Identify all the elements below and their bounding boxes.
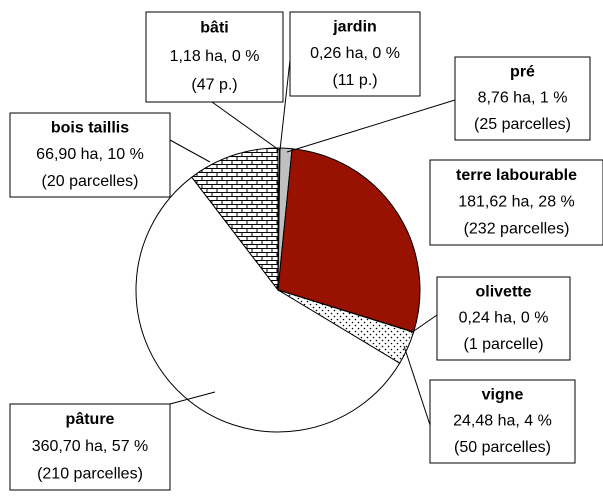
label-box <box>9 112 171 198</box>
value-label: 24,48 ha, 4 % <box>453 413 552 430</box>
leader-line <box>403 345 431 426</box>
leader-line <box>286 99 456 153</box>
category-label: bâti <box>200 20 228 37</box>
parcel-label: (20 parcelles) <box>42 173 139 190</box>
parcel-label: (232 parcelles) <box>464 221 570 238</box>
category-label: vigne <box>482 386 524 403</box>
parcel-label: (47 p.) <box>191 77 237 94</box>
parcel-label: (11 p.) <box>332 72 377 89</box>
leader-line <box>211 101 280 151</box>
label-box <box>436 276 571 361</box>
parcel-label: (1 parcelle) <box>463 336 543 353</box>
label-box <box>145 11 284 103</box>
value-label: 66,90 ha, 10 % <box>36 146 144 163</box>
label-box <box>9 403 171 491</box>
category-label: olivette <box>475 283 531 300</box>
label-box <box>454 56 591 141</box>
pie-slice <box>277 148 421 333</box>
leader-line <box>169 139 211 163</box>
pie-slice <box>135 176 401 433</box>
parcel-label: (25 parcelles) <box>474 116 571 133</box>
value-label: 181,62 ha, 28 % <box>458 194 575 211</box>
value-label: 360,70 ha, 57 % <box>32 438 149 455</box>
parcel-label: (50 parcelles) <box>454 439 551 456</box>
value-label: 0,26 ha, 0 % <box>310 45 400 62</box>
label-box <box>429 379 576 464</box>
leader-line <box>410 314 438 334</box>
category-label: terre labourable <box>456 167 577 184</box>
category-label: pâture <box>66 411 115 428</box>
value-label: 0,24 ha, 0 % <box>459 310 549 327</box>
category-label: pré <box>510 63 535 80</box>
leader-line <box>169 391 216 405</box>
label-box <box>289 11 421 97</box>
value-label: 8,76 ha, 1 % <box>478 90 568 107</box>
category-label: jardin <box>332 19 377 36</box>
leader-line <box>279 59 291 151</box>
parcel-label: (210 parcelles) <box>37 465 143 482</box>
category-label: bois taillis <box>51 120 129 137</box>
value-label: 1,18 ha, 0 % <box>170 48 260 65</box>
label-box <box>429 159 603 246</box>
pie-slice <box>191 147 279 292</box>
